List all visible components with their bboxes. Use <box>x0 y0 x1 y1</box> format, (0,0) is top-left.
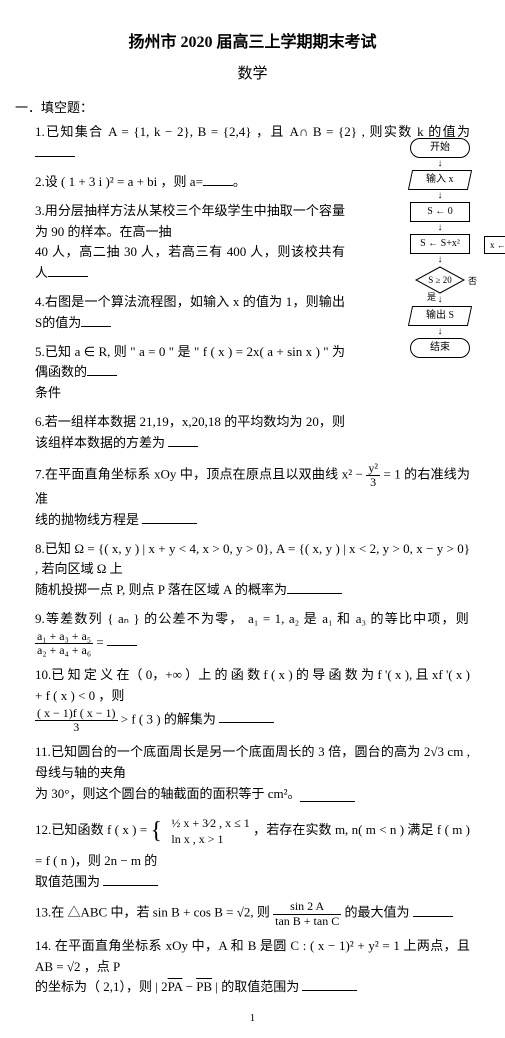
q2: 2.设 ( 1 + 3 i )² = a + bi ，则 a=。 <box>35 172 345 193</box>
q13: 13.在 △ABC 中，若 sin B + cos B = √2, 则 sin … <box>35 900 470 927</box>
q7: 7.在平面直角坐标系 xOy 中，顶点在原点且以双曲线 x² − y²3 = 1… <box>35 462 470 531</box>
blank <box>81 313 111 327</box>
page-title: 扬州市 2020 届高三上学期期末考试 <box>35 30 470 56</box>
fc-no-label: 否 <box>468 274 477 288</box>
q4: 4.右图是一个算法流程图，如输入 x 的值为 1，则输出 S的值为 <box>35 292 345 334</box>
q3: 3.用分层抽样方法从某校三个年级学生中抽取一个容量为 90 的样本。在高一抽 4… <box>35 201 345 284</box>
blank <box>168 433 198 447</box>
arrow-icon: ↓ <box>390 329 490 335</box>
q12: 12.已知函数 f ( x ) = { ½ x + 3⁄2 , x ≤ 1 ln… <box>35 812 470 892</box>
blank <box>302 977 357 991</box>
q9: 9.等差数列 { aₙ } 的公差不为零， a₁ = 1, a₂ 是 a₁ 和 … <box>35 609 470 657</box>
blank <box>48 263 88 277</box>
arrow-icon: ↓ <box>390 225 490 231</box>
flowchart: 开始 ↓ 输入 x ↓ S ← 0 ↓ S ← S+x² x ← x+2 ↓ S… <box>390 135 490 361</box>
subject-title: 数学 <box>35 62 470 86</box>
fraction: sin 2 Atan B + tan C <box>273 900 341 927</box>
fc-end: 结束 <box>410 338 470 358</box>
fc-step: S ← S+x² <box>410 234 470 254</box>
q11: 11.已知圆台的一个底面周长是另一个底面周长的 3 倍，圆台的高为 2√3 cm… <box>35 742 470 804</box>
fc-output: 输出 S <box>408 306 472 326</box>
fc-input: 输入 x <box>408 170 472 190</box>
arrow-icon: ↓ <box>390 257 490 263</box>
section-heading: 一．填空题： <box>15 98 470 119</box>
blank <box>203 172 233 186</box>
vector-expr: | 2PA − PB | <box>155 979 218 994</box>
q10: 10.已 知 定 义 在（ 0，+∞ ）上 的 函 数 f ( x ) 的 导 … <box>35 665 470 734</box>
blank <box>287 580 342 594</box>
blank <box>300 788 355 802</box>
piecewise: ½ x + 3⁄2 , x ≤ 1 ln x , x > 1 <box>167 816 249 847</box>
q14: 14. 在平面直角坐标系 xOy 中，A 和 B 是圆 C : ( x − 1)… <box>35 936 470 998</box>
exam-page: 扬州市 2020 届高三上学期期末考试 数学 一．填空题： 开始 ↓ 输入 x … <box>0 0 505 1038</box>
q5: 5.已知 a ∈ R, 则 " a = 0 " 是 " f ( x ) = 2x… <box>35 342 345 404</box>
blank <box>142 510 197 524</box>
blank <box>107 632 137 646</box>
blank <box>103 872 158 886</box>
fc-start: 开始 <box>410 138 470 158</box>
fc-init: S ← 0 <box>410 202 470 222</box>
fraction: y²3 <box>366 462 380 489</box>
page-number: 1 <box>35 1010 470 1028</box>
blank <box>413 903 453 917</box>
fraction: ( x − 1)f ( x − 1)3 <box>35 707 118 734</box>
arrow-icon: ↓ <box>390 161 490 167</box>
arrow-icon: ↓ <box>390 297 490 303</box>
fc-yes-label: 是 <box>427 290 436 304</box>
fraction: a₁ + a₃ + a₅a₂ + a₄ + a₆ <box>35 630 93 657</box>
fc-inc: x ← x+2 <box>484 236 505 254</box>
blank <box>35 143 75 157</box>
blank <box>219 709 274 723</box>
arrow-icon: ↓ <box>390 193 490 199</box>
q6: 6.若一组样本数据 21,19，x,20,18 的平均数均为 20，则该组样本数… <box>35 412 345 454</box>
fc-cond: S ≥ 20 否 是 <box>415 266 465 294</box>
q8: 8.已知 Ω = {( x, y ) | x + y < 4, x > 0, y… <box>35 539 470 601</box>
blank <box>87 362 117 376</box>
